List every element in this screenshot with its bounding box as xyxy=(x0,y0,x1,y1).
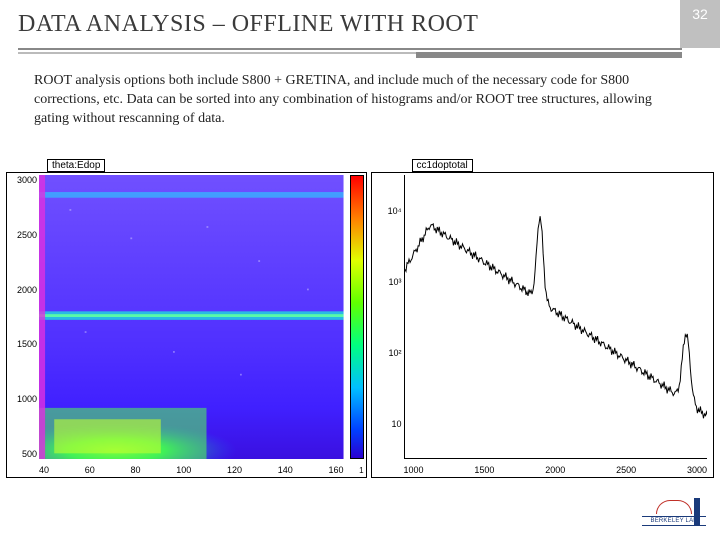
chart-1d-plot xyxy=(404,175,707,459)
charts-row: theta:Edop 3000 2500 2000 1500 1000 500 xyxy=(6,172,714,478)
body-paragraph: ROOT analysis options both include S800 … xyxy=(34,72,660,129)
chart-2d-y-axis: 3000 2500 2000 1500 1000 500 xyxy=(7,173,39,459)
chart-2d-theta-edop: theta:Edop 3000 2500 2000 1500 1000 500 xyxy=(6,172,367,478)
chart-1d-y-axis: 10⁴ 10³ 10² 10 xyxy=(372,173,404,459)
chart-2d-label: theta:Edop xyxy=(47,159,105,172)
slide-title: DATA ANALYSIS – OFFLINE WITH ROOT xyxy=(0,11,478,38)
slide: DATA ANALYSIS – OFFLINE WITH ROOT 32 ROO… xyxy=(0,0,720,540)
title-underline xyxy=(18,48,682,58)
chart-2d-x-axis: 40 60 80 100 120 140 160 xyxy=(39,463,344,477)
chart-1d-label: cc1doptotal xyxy=(412,159,473,172)
chart-2d-colorbar-min: 1 xyxy=(359,466,363,475)
chart-2d-colorbar xyxy=(350,175,364,459)
chart-1d-cc1doptotal: cc1doptotal 10⁴ 10³ 10² 10 1000 1500 200… xyxy=(371,172,714,478)
title-bar: DATA ANALYSIS – OFFLINE WITH ROOT 32 xyxy=(0,0,720,48)
berkeley-lab-logo: BERKELEY LAB xyxy=(642,498,706,532)
page-number: 32 xyxy=(680,0,720,48)
chart-2d-plot xyxy=(39,175,344,459)
chart-1d-x-axis: 1000 1500 2000 2500 3000 xyxy=(404,463,707,477)
